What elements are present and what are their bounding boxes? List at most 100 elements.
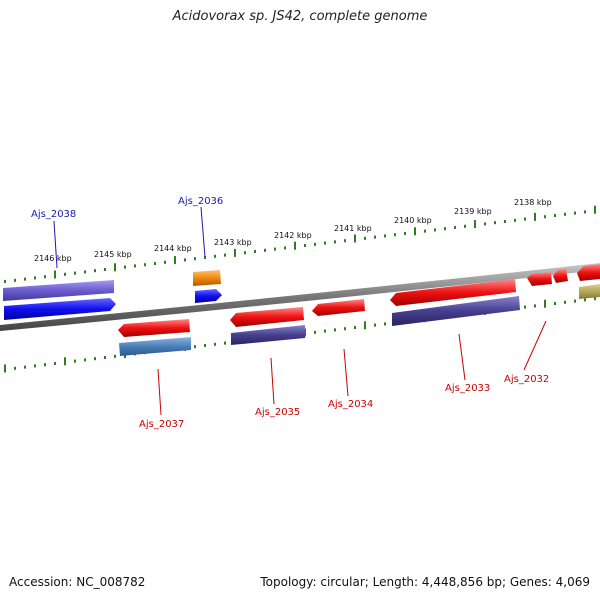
scale-minor-tick xyxy=(224,341,226,345)
gene-ajs-2036-arrow[interactable] xyxy=(195,289,222,303)
scale-minor-tick xyxy=(314,330,316,334)
gene-red-right-3[interactable] xyxy=(577,264,600,281)
scale-label-2143: 2143 kbp xyxy=(214,238,252,247)
gene-ajs-2033-red[interactable] xyxy=(390,279,516,306)
scale-minor-tick xyxy=(384,234,386,238)
gene-label-ajs-2032[interactable]: Ajs_2032 xyxy=(504,374,549,385)
scale-minor-tick xyxy=(364,236,366,240)
gene-callout-lines xyxy=(53,206,547,416)
callout-line-ajs-2038 xyxy=(53,220,58,269)
scale-label-2138: 2138 kbp xyxy=(514,198,552,207)
gene-ajs-2038-band[interactable] xyxy=(3,280,114,301)
scale-minor-tick xyxy=(434,228,436,232)
scale-minor-tick xyxy=(44,363,46,367)
scale-label-2146: 2146 kbp xyxy=(34,254,72,263)
scale-label-2139: 2139 kbp xyxy=(454,207,492,216)
scale-minor-tick xyxy=(404,232,406,235)
scale-minor-tick xyxy=(524,305,526,309)
accession-text: Accession: NC_008782 xyxy=(9,575,146,589)
scale-label-2140: 2140 kbp xyxy=(394,216,432,225)
gene-red-right-2[interactable] xyxy=(553,269,568,283)
scale-major-tick xyxy=(364,321,366,330)
scale-minor-tick xyxy=(484,222,486,226)
gene-ajs-2035-slate[interactable] xyxy=(231,325,305,345)
callout-line-ajs-2033 xyxy=(458,333,466,381)
gene-ajs-2035-red[interactable] xyxy=(230,307,304,327)
scale-major-tick xyxy=(414,227,416,236)
gene-label-ajs-2037[interactable]: Ajs_2037 xyxy=(139,419,184,430)
gene-ajs-2033-slate[interactable] xyxy=(392,296,520,326)
scale-minor-tick xyxy=(574,299,576,303)
gene-red-right-1[interactable] xyxy=(527,272,552,286)
scale-minor-tick xyxy=(134,264,136,268)
scale-minor-tick xyxy=(354,326,356,329)
scale-minor-tick xyxy=(304,244,306,247)
callout-line-ajs-2035 xyxy=(270,357,275,405)
scale-minor-tick xyxy=(344,239,346,243)
scale-minor-tick xyxy=(214,342,216,346)
gene-label-ajs-2038[interactable]: Ajs_2038 xyxy=(31,209,76,220)
gene-label-ajs-2036[interactable]: Ajs_2036 xyxy=(178,196,223,207)
scale-minor-tick xyxy=(64,272,66,276)
scale-minor-tick xyxy=(24,277,26,281)
gene-olive-right[interactable] xyxy=(579,284,600,299)
scale-minor-tick xyxy=(124,265,126,269)
scale-minor-tick xyxy=(594,297,596,301)
scale-minor-tick xyxy=(204,344,206,347)
map-title: Acidovorax sp. JS42, complete genome xyxy=(172,9,428,24)
gene-ajs-2034-red[interactable] xyxy=(312,299,365,316)
callout-line-ajs-2037 xyxy=(157,368,162,416)
scale-minor-tick xyxy=(244,251,246,255)
scale-minor-tick xyxy=(514,218,516,222)
gene-ajs-2036-orange[interactable] xyxy=(193,270,221,286)
scale-minor-tick xyxy=(564,300,566,304)
scale-minor-tick xyxy=(564,212,566,216)
gene-ajs-2038-arrow[interactable] xyxy=(4,298,116,320)
scale-minor-tick xyxy=(584,210,586,214)
scale-minor-tick xyxy=(94,269,96,273)
genome-backbone xyxy=(0,263,600,331)
scale-minor-tick xyxy=(24,365,26,369)
gene-ajs-2037-red[interactable] xyxy=(118,319,190,337)
callout-line-ajs-2032 xyxy=(523,320,547,371)
gene-label-ajs-2033[interactable]: Ajs_2033 xyxy=(445,383,490,394)
scale-minor-tick xyxy=(94,357,96,361)
scale-minor-tick xyxy=(14,366,16,370)
scale-minor-tick xyxy=(144,263,146,267)
reverse-strand-features xyxy=(118,279,520,356)
scale-major-tick xyxy=(54,270,56,279)
scale-minor-tick xyxy=(184,258,186,262)
gene-ajs-2037-steel[interactable] xyxy=(119,337,191,356)
scale-major-tick xyxy=(544,299,546,308)
gene-label-ajs-2034[interactable]: Ajs_2034 xyxy=(328,399,373,410)
gene-labels: Ajs_2038 Ajs_2036 Ajs_2037 Ajs_2035 Ajs_… xyxy=(31,196,549,430)
scale-minor-tick xyxy=(284,246,286,250)
scale-major-tick xyxy=(234,248,236,257)
scale-label-2142: 2142 kbp xyxy=(274,231,312,240)
scale-minor-tick xyxy=(274,247,276,251)
scale-minor-tick xyxy=(494,221,496,225)
scale-major-tick xyxy=(4,364,6,373)
scale-minor-tick xyxy=(114,354,116,358)
scale-minor-tick xyxy=(4,280,6,283)
scale-minor-tick xyxy=(74,359,76,363)
scale-minor-tick xyxy=(314,242,316,246)
scale-minor-tick xyxy=(444,227,446,231)
scale-minor-tick xyxy=(104,268,106,271)
scale-major-tick xyxy=(474,220,476,229)
scale-minor-tick xyxy=(154,262,156,265)
scale-minor-tick xyxy=(34,364,36,368)
scale-minor-tick xyxy=(424,229,426,233)
scale-minor-tick xyxy=(164,260,166,264)
scale-minor-tick xyxy=(84,358,86,362)
scale-minor-tick xyxy=(14,278,16,282)
scale-minor-tick xyxy=(194,257,196,261)
gene-label-ajs-2035[interactable]: Ajs_2035 xyxy=(255,407,300,418)
scale-minor-tick xyxy=(194,345,196,349)
scale-minor-tick xyxy=(84,270,86,274)
scale-minor-tick xyxy=(584,298,586,302)
scale-major-tick xyxy=(64,357,66,366)
scale-minor-tick xyxy=(214,254,216,258)
